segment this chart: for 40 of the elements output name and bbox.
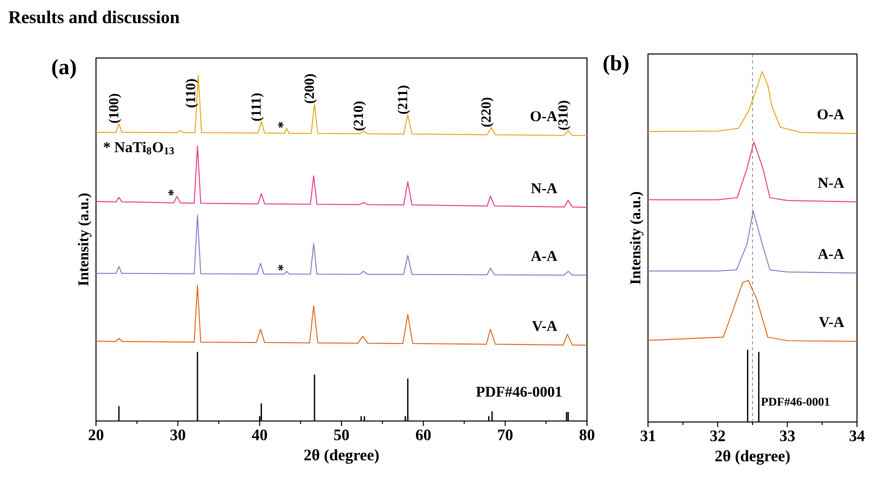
series-label: N-A — [818, 178, 844, 188]
x-tick-label: 70 — [498, 430, 513, 440]
annotation: * — [278, 264, 284, 271]
series-label: PDF#46-0001 — [761, 398, 830, 406]
annotation: * — [168, 190, 174, 196]
x-tick-label: 80 — [580, 430, 594, 440]
y-axis-title: Intensity (a.u.) — [78, 193, 92, 286]
annotation: (100) — [108, 94, 122, 123]
x-tick-label: 50 — [334, 430, 349, 440]
series-label: O-A — [530, 111, 558, 122]
x-axis-title: 2θ (degree) — [304, 449, 379, 464]
annotation: (310) — [558, 100, 571, 130]
annotation: (211) — [397, 86, 410, 114]
chart-title: (b) — [604, 55, 628, 75]
text: Results and discussion — [8, 10, 180, 24]
series-label: V-A — [818, 317, 844, 328]
series-label: O-A — [818, 109, 844, 120]
x-tick-label: 20 — [88, 430, 104, 440]
x-tick-label: 31 — [640, 430, 656, 442]
series-label: A-A — [530, 251, 558, 261]
series-label: PDF#46-0001 — [476, 386, 562, 397]
annotation: (210) — [353, 101, 366, 130]
annotation: (111) — [250, 93, 264, 121]
annotation: (220) — [480, 98, 494, 127]
annotation: (110) — [185, 79, 198, 108]
x-tick-label: 32 — [710, 430, 725, 442]
x-tick-label: 34 — [850, 430, 865, 442]
x-tick-label: 33 — [780, 430, 795, 442]
x-axis-title: 2θ (degree) — [715, 450, 790, 465]
series-label: N-A — [531, 183, 558, 194]
x-tick-label: 60 — [416, 430, 431, 440]
x-tick-label: 40 — [252, 430, 268, 440]
x-tick-label: 30 — [170, 430, 186, 440]
series-label: A-A — [818, 248, 844, 259]
annotation: * NaTi$_{8}$O$_{13}$ — [104, 142, 174, 154]
annotation: (200) — [304, 74, 317, 104]
series-label: V-A — [532, 321, 558, 332]
chart-title: (a) — [52, 58, 76, 79]
y-axis-title: Intensity (a.u.) — [630, 192, 644, 284]
annotation: * — [278, 122, 284, 128]
